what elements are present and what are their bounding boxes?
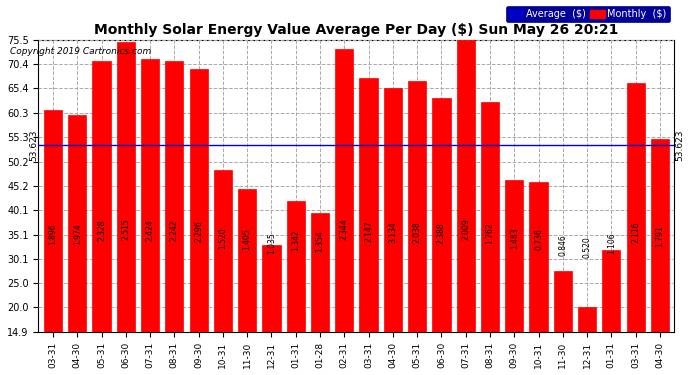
Bar: [529, 182, 548, 375]
Bar: [481, 102, 499, 375]
Text: 2.296: 2.296: [194, 220, 203, 242]
Bar: [505, 180, 523, 375]
Bar: [602, 249, 620, 375]
Bar: [68, 116, 86, 375]
Text: 2.038: 2.038: [413, 221, 422, 243]
Text: 0.846: 0.846: [558, 234, 567, 256]
Text: 2.116: 2.116: [631, 221, 640, 243]
Text: 2.388: 2.388: [437, 222, 446, 244]
Text: 1.354: 1.354: [315, 230, 324, 252]
Text: 1.520: 1.520: [219, 227, 228, 249]
Text: 3.134: 3.134: [388, 221, 397, 243]
Title: Monthly Solar Energy Value Average Per Day ($) Sun May 26 20:21: Monthly Solar Energy Value Average Per D…: [95, 23, 619, 37]
Text: 53.623: 53.623: [29, 129, 38, 161]
Bar: [384, 88, 402, 375]
Text: 1.405: 1.405: [243, 228, 252, 250]
Bar: [214, 170, 232, 375]
Bar: [166, 62, 184, 375]
Bar: [578, 308, 596, 375]
Bar: [408, 81, 426, 375]
Text: 0.736: 0.736: [534, 228, 543, 250]
Bar: [44, 110, 62, 375]
Bar: [457, 40, 475, 375]
Text: 1.762: 1.762: [486, 222, 495, 244]
Bar: [190, 69, 208, 375]
Bar: [553, 271, 572, 375]
Text: 2.009: 2.009: [461, 218, 470, 240]
Text: 2.147: 2.147: [364, 221, 373, 242]
Bar: [141, 59, 159, 375]
Bar: [433, 98, 451, 375]
Legend: Average  ($), Monthly  ($): Average ($), Monthly ($): [506, 6, 669, 22]
Bar: [311, 213, 329, 375]
Text: 0.520: 0.520: [582, 237, 591, 258]
Bar: [286, 201, 305, 375]
Text: 2.242: 2.242: [170, 220, 179, 241]
Text: 1.035: 1.035: [267, 232, 276, 254]
Bar: [335, 49, 353, 375]
Text: 2.515: 2.515: [121, 218, 130, 240]
Text: 1.974: 1.974: [72, 223, 81, 245]
Text: 1.483: 1.483: [510, 228, 519, 249]
Text: 2.344: 2.344: [339, 219, 349, 240]
Text: 1.896: 1.896: [48, 223, 57, 245]
Bar: [238, 189, 256, 375]
Bar: [262, 245, 281, 375]
Text: 2.328: 2.328: [97, 220, 106, 241]
Text: 1.106: 1.106: [607, 233, 616, 254]
Bar: [651, 138, 669, 375]
Bar: [359, 78, 377, 375]
Bar: [627, 83, 644, 375]
Text: Copyright 2019 Cartronics.com: Copyright 2019 Cartronics.com: [10, 47, 152, 56]
Bar: [92, 62, 110, 375]
Text: 1.791: 1.791: [656, 225, 664, 247]
Bar: [117, 42, 135, 375]
Text: 1.342: 1.342: [291, 230, 300, 251]
Text: 53.623: 53.623: [675, 129, 684, 161]
Text: 2.424: 2.424: [146, 219, 155, 241]
